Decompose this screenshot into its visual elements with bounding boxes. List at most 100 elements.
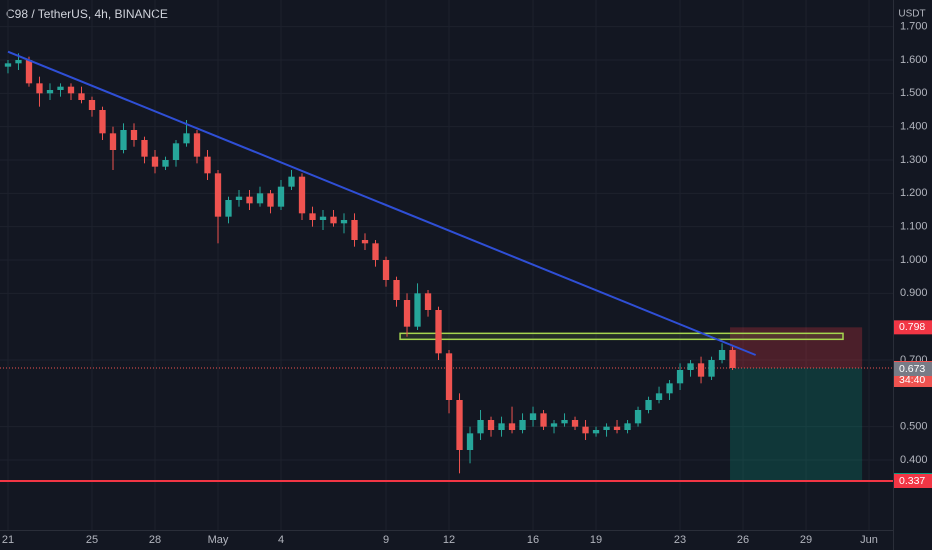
candle-body — [277, 186, 285, 207]
candle-body — [445, 353, 453, 400]
candle-body — [67, 86, 75, 94]
candle-body — [613, 426, 621, 430]
x-tick-label: 29 — [800, 534, 812, 546]
candle-body — [592, 430, 600, 434]
candle-body — [172, 143, 180, 160]
countdown: 34:40 — [899, 374, 925, 386]
candle-body — [414, 293, 421, 327]
price-label-box — [894, 474, 932, 488]
candle-body — [477, 420, 484, 434]
candle-body — [151, 156, 159, 167]
candle-body — [246, 196, 253, 204]
candle-body — [15, 60, 22, 64]
y-tick-label: 1.000 — [900, 254, 928, 266]
target-zone — [730, 368, 863, 480]
candle-body — [634, 410, 642, 424]
candle-body — [99, 110, 106, 134]
candle-body — [256, 193, 264, 204]
candle-body — [130, 130, 138, 140]
candle-body — [225, 200, 232, 217]
candle-body — [330, 216, 337, 224]
candle-body — [109, 133, 117, 150]
candle-body — [403, 300, 411, 327]
candle-body — [487, 420, 495, 430]
candle-body — [687, 363, 694, 370]
candle-body — [624, 423, 631, 430]
candle-body — [697, 363, 705, 377]
candle-body — [267, 193, 274, 207]
candle-body — [372, 243, 379, 260]
candle-body — [519, 420, 526, 430]
price-label-box — [894, 320, 932, 335]
candle-body — [508, 423, 516, 430]
x-tick-label: Jun — [860, 534, 878, 546]
candle-body — [571, 420, 579, 427]
candle-body — [561, 420, 568, 424]
x-tick-label: 4 — [278, 534, 284, 546]
candle-body — [729, 350, 736, 368]
candle-body — [393, 280, 400, 300]
candle-body — [498, 423, 505, 430]
x-tick-label: May — [208, 534, 229, 546]
candle-body — [298, 176, 306, 214]
x-tick-label: 9 — [383, 534, 389, 546]
candle-body — [36, 83, 43, 94]
candle-body — [456, 400, 463, 450]
y-tick-label: 0.500 — [900, 421, 928, 433]
candle-body — [435, 310, 442, 354]
y-tick-label: 1.700 — [900, 21, 928, 33]
candle-body — [676, 370, 684, 384]
candle-body — [193, 133, 201, 157]
candle-body — [288, 176, 295, 187]
y-tick-label: 0.900 — [900, 287, 928, 299]
y-tick-label: 1.300 — [900, 154, 928, 166]
candle-body — [141, 140, 148, 157]
x-tick-label: 25 — [86, 534, 98, 546]
candle-body — [529, 413, 537, 420]
candle-body — [466, 433, 474, 450]
price-label-box — [894, 362, 932, 376]
trendline — [7, 50, 757, 356]
candle-body — [214, 173, 222, 217]
candle-body — [340, 220, 348, 224]
candle-body — [666, 383, 673, 394]
candle-body — [645, 400, 652, 410]
candle-body — [582, 426, 589, 434]
price-label: 0.798 — [899, 321, 925, 333]
candle-body — [78, 93, 85, 100]
y-tick-label: 1.600 — [900, 54, 928, 66]
candle-body — [540, 413, 547, 427]
x-tick-label: 12 — [443, 534, 455, 546]
candle-body — [235, 196, 243, 200]
x-tick-label: 23 — [674, 534, 686, 546]
candle-body — [88, 100, 96, 110]
y-tick-label: 1.400 — [900, 121, 928, 133]
stop-zone — [730, 327, 863, 368]
y-tick-label: 1.500 — [900, 87, 928, 99]
candle-body — [25, 60, 33, 84]
candle-body — [120, 130, 127, 150]
axis-unit: USDT — [898, 9, 925, 20]
candle-body — [718, 350, 726, 360]
candle-body — [204, 156, 211, 174]
candle-body — [4, 63, 12, 67]
price-label: 0.673 — [899, 363, 925, 375]
x-tick-label: 26 — [737, 534, 749, 546]
chart-title: C98 / TetherUS, 4h, BINANCE — [6, 7, 168, 21]
candle-body — [162, 160, 169, 167]
candle-body — [57, 86, 64, 90]
candle-body — [351, 220, 358, 240]
resistance-band — [399, 332, 844, 341]
x-tick-label: 16 — [527, 534, 539, 546]
candle-body — [382, 260, 390, 280]
y-tick-label: 1.100 — [900, 221, 928, 233]
candle-body — [708, 360, 715, 377]
candle-body — [46, 90, 54, 94]
y-tick-label: 0.400 — [900, 454, 928, 466]
candle-body — [309, 213, 316, 220]
y-tick-label: 1.200 — [900, 187, 928, 199]
candle-body — [603, 426, 610, 430]
x-tick-label: 28 — [149, 534, 161, 546]
candle-body — [319, 216, 327, 220]
